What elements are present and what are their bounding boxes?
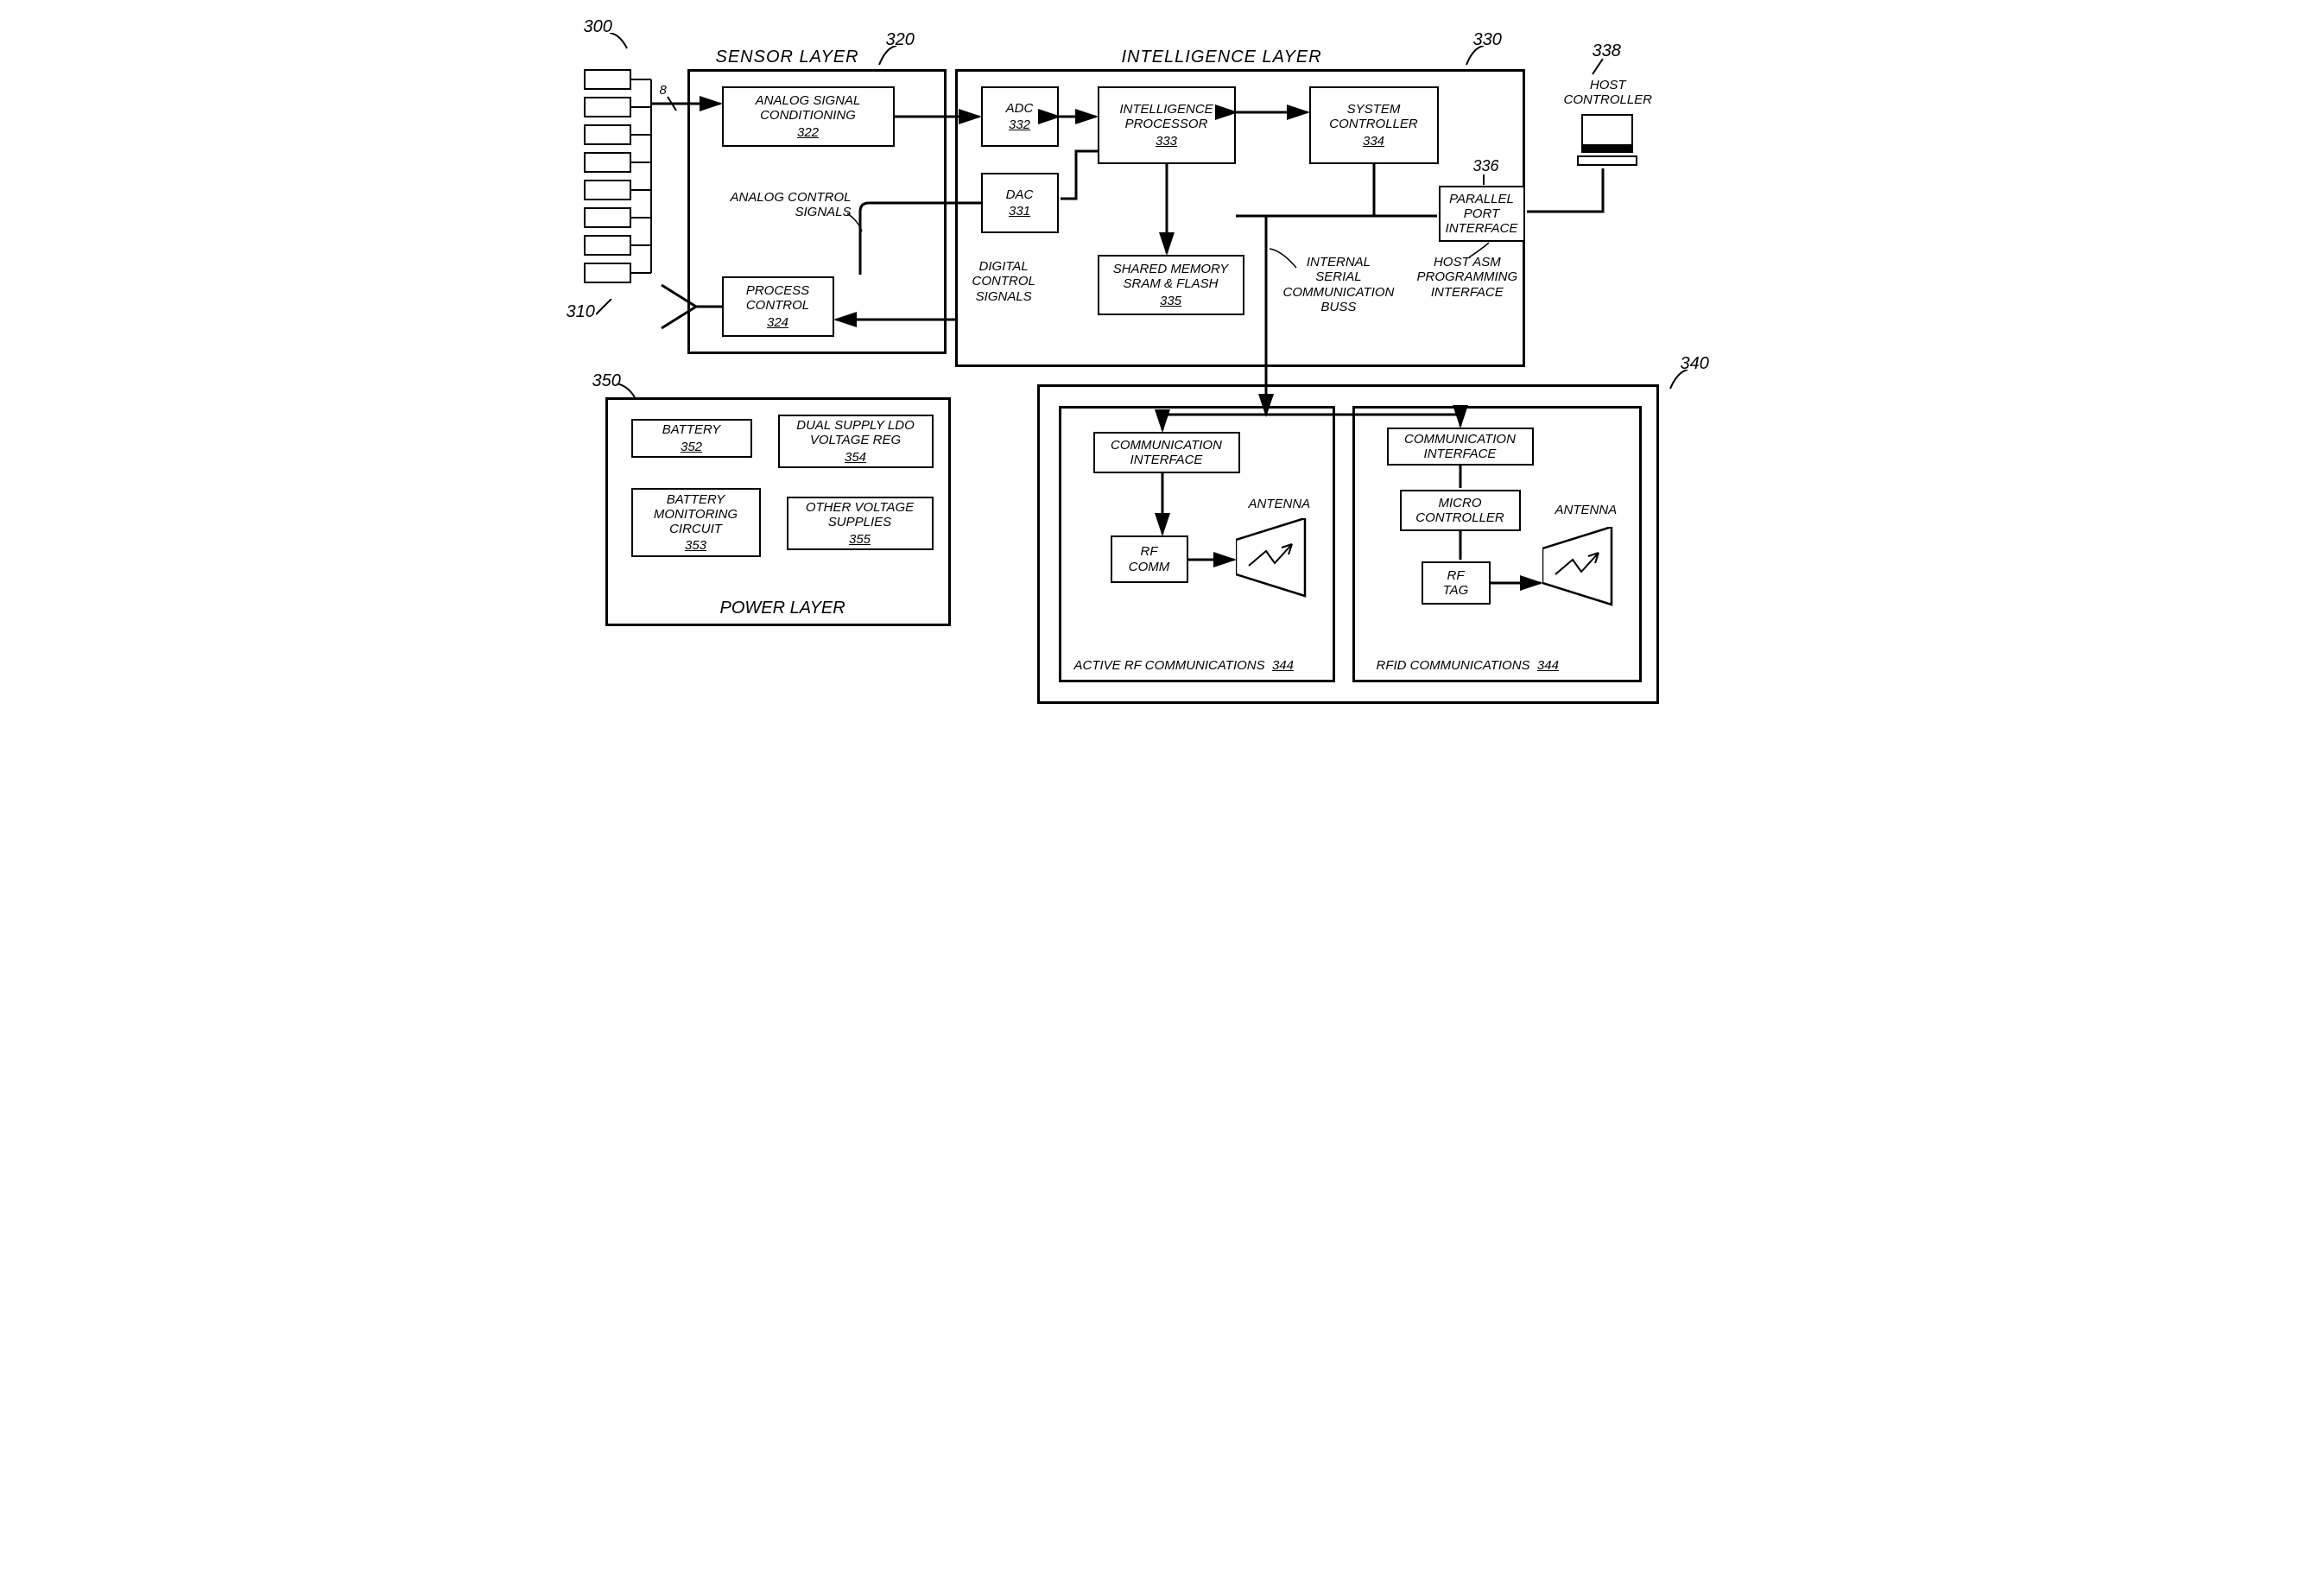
block-shared-mem: SHARED MEMORY SRAM & FLASH 335	[1098, 255, 1244, 315]
label-dcs: DIGITAL CONTROL SIGNALS	[972, 259, 1035, 304]
block-batmon: BATTERY MONITORING CIRCUIT 353	[631, 488, 761, 557]
block-active-ci: COMMUNICATION INTERFACE	[1093, 432, 1240, 473]
block-dac: DAC 331	[981, 173, 1059, 233]
intel-layer-title: INTELLIGENCE LAYER	[1122, 48, 1322, 67]
block-other-volt: OTHER VOLTAGE SUPPLIES 355	[787, 497, 934, 550]
bus-width-label: 8	[660, 83, 667, 98]
host-computer-icon	[1577, 114, 1637, 166]
label-prog: HOST ASM PROGRAMMING INTERFACE	[1417, 255, 1518, 300]
diagram-canvas: 300 310 8 SENSOR LAYER 320 ANALOG SIGNAL…	[558, 17, 1767, 838]
ref-300: 300	[584, 17, 612, 37]
active-rf-title: ACTIVE RF COMMUNICATIONS 344	[1074, 658, 1295, 673]
block-active-rfcomm: RF COMM	[1111, 535, 1188, 583]
block-ldo: DUAL SUPPLY LDO VOLTAGE REG 354	[778, 415, 934, 468]
label-antenna-2: ANTENNA	[1555, 503, 1618, 517]
label-antenna-1: ANTENNA	[1249, 497, 1311, 511]
label-host-controller: HOST CONTROLLER	[1564, 78, 1653, 108]
ref-338: 338	[1593, 41, 1621, 61]
block-battery: BATTERY 352	[631, 419, 752, 458]
label-analog-control-signals: ANALOG CONTROL SIGNALS	[731, 190, 852, 220]
block-rfid-rftag: RF TAG	[1422, 561, 1491, 605]
rfid-title: RFID COMMUNICATIONS 344	[1377, 658, 1559, 673]
antenna-rfid-icon	[1542, 527, 1620, 612]
ref-340: 340	[1681, 354, 1709, 374]
block-rfid-mc: MICRO CONTROLLER	[1400, 490, 1521, 531]
block-rfid-ci: COMMUNICATION INTERFACE	[1387, 428, 1534, 466]
ref-350: 350	[592, 371, 621, 391]
block-adc: ADC 332	[981, 86, 1059, 147]
antenna-active-icon	[1236, 518, 1314, 604]
block-asc: ANALOG SIGNAL CONDITIONING 322	[722, 86, 895, 147]
ref-336: 336	[1473, 157, 1499, 175]
power-layer-title: POWER LAYER	[720, 599, 845, 618]
ref-310: 310	[567, 302, 595, 322]
block-intel-processor: INTELLIGENCE PROCESSOR 333	[1098, 86, 1236, 164]
ref-320: 320	[886, 30, 915, 50]
block-process-control: PROCESS CONTROL 324	[722, 276, 834, 337]
ref-330: 330	[1473, 30, 1502, 50]
sensor-layer-title: SENSOR LAYER	[716, 48, 859, 67]
label-buss: INTERNAL SERIAL COMMUNICATION BUSS	[1283, 255, 1395, 314]
block-ppi: PARALLEL PORT INTERFACE	[1439, 186, 1525, 242]
block-sys-controller: SYSTEM CONTROLLER 334	[1309, 86, 1439, 164]
